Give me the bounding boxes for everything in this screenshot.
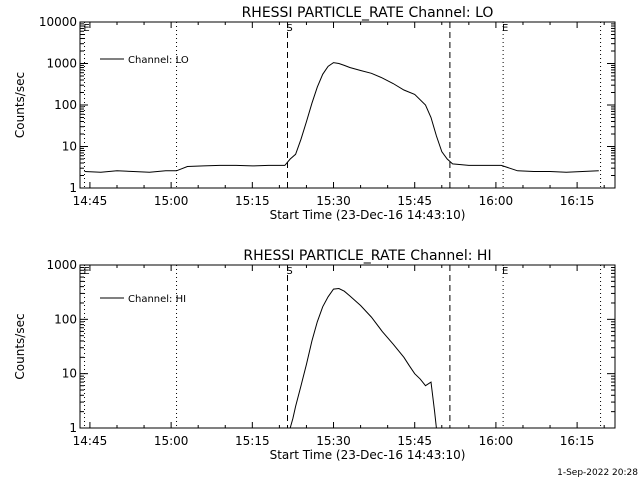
x-tick-label-hi: 16:15 [560,434,595,448]
x-tick-label-lo: 15:00 [154,194,189,208]
legend-label-lo: Channel: LO [128,55,189,66]
x-axis-label-hi: Start Time (23-Dec-16 14:43:10) [270,448,466,462]
x-tick-label-lo: 14:45 [73,194,108,208]
marker-label-hi: E [502,266,508,277]
panel-lo: RHESSI PARTICLE_RATE Channel: LO 14:45 15:… [13,5,616,222]
marker-label-hi: S [286,266,292,277]
x-tick-label-hi: 15:00 [154,434,189,448]
legend-label-hi: Channel: HI [128,294,186,305]
x-tick-label-hi: 15:30 [316,434,351,448]
x-tick-label-hi: 15:15 [235,434,270,448]
x-tick-label-lo: 16:15 [560,194,595,208]
y-tick-label-hi: 1000 [46,258,77,272]
x-tick-label-hi: 16:00 [479,434,514,448]
x-tick-label-lo: 16:00 [479,194,514,208]
y-tick-label-lo: 1 [69,181,77,195]
y-tick-label-lo: 10000 [39,15,77,29]
x-tick-label-hi: 14:45 [73,434,108,448]
chart-title-lo: RHESSI PARTICLE_RATE Channel: LO [242,5,494,21]
y-axis-label-lo: Counts/sec [13,72,27,138]
y-tick-label-lo: 1000 [46,57,77,71]
y-tick-label-hi: 10 [62,367,77,381]
series-line-lo [84,62,599,173]
marker-label-hi: E [83,266,89,277]
marker-label-lo: E [83,23,89,34]
x-tick-label-lo: 15:45 [397,194,432,208]
y-tick-label-lo: 10 [62,140,77,154]
x-tick-label-lo: 15:30 [316,194,351,208]
x-tick-label-hi: 15:45 [397,434,432,448]
panel-hi: RHESSI PARTICLE_RATE Channel: HI 14:45 15:… [13,248,616,462]
x-tick-label-lo: 15:15 [235,194,270,208]
footer-timestamp: 1-Sep-2022 20:28 [557,468,638,478]
marker-label-lo: E [502,23,508,34]
y-tick-label-hi: 1 [69,421,77,435]
y-tick-label-lo: 100 [54,98,77,112]
chart-title-hi: RHESSI PARTICLE_RATE Channel: HI [243,248,491,264]
x-axis-label-lo: Start Time (23-Dec-16 14:43:10) [270,208,466,222]
series-line-hi [289,287,437,429]
y-axis-label-hi: Counts/sec [13,313,27,379]
y-tick-label-hi: 100 [54,312,77,326]
marker-label-lo: S [286,23,292,34]
plot-frame-hi [79,264,616,429]
